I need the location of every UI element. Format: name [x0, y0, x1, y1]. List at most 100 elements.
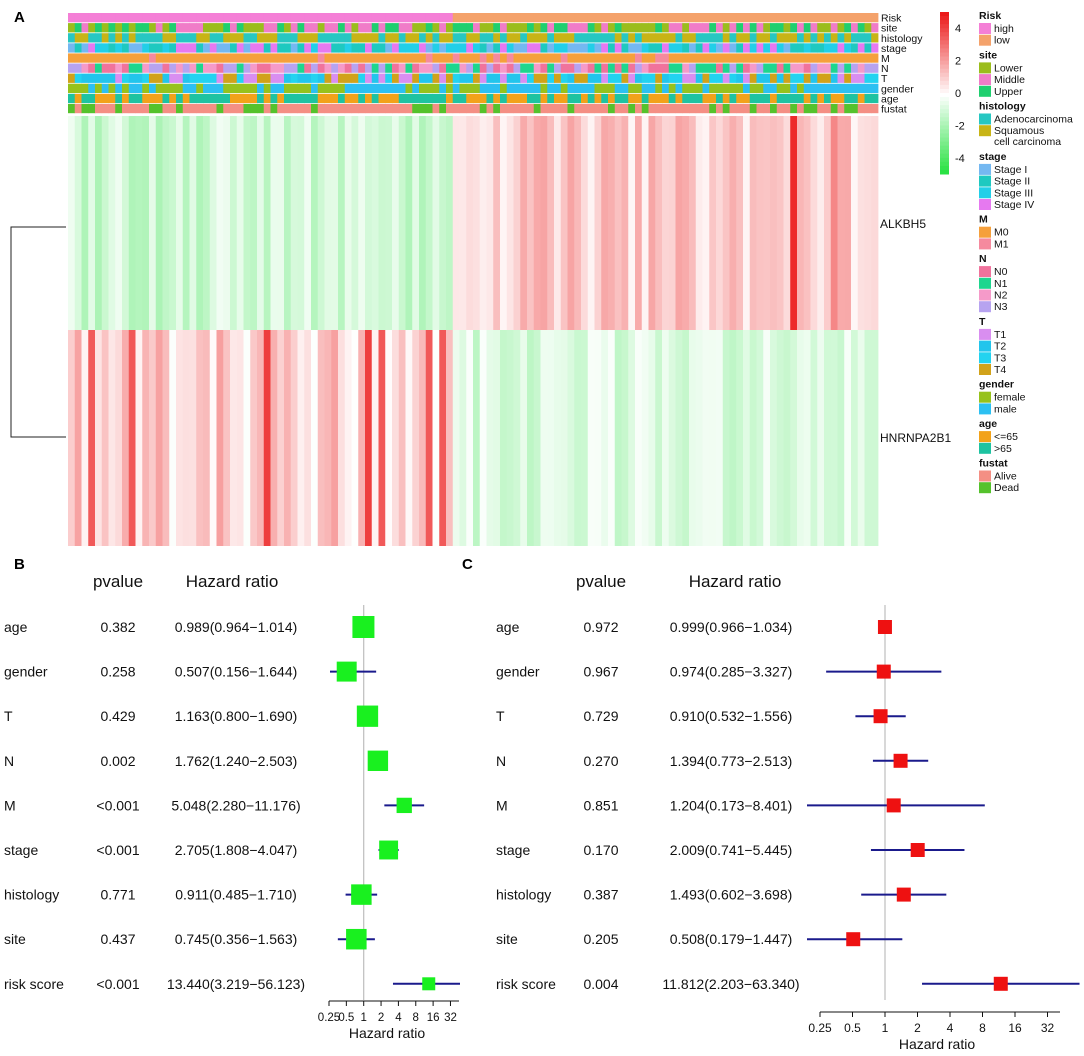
panel-a-label: A: [14, 9, 25, 26]
annotation-cell: [547, 93, 555, 104]
heatmap-cell: [824, 116, 832, 330]
annotation-cell: [864, 53, 872, 63]
annotation-cell: [81, 33, 89, 43]
annotation-cell: [459, 13, 467, 23]
annotation-cell: [338, 53, 346, 63]
annotation-cell: [830, 103, 838, 114]
heatmap-cell: [689, 330, 697, 546]
annotation-cell: [473, 13, 481, 23]
annotation-cell: [641, 53, 649, 63]
annotation-cell: [365, 93, 373, 104]
annotation-cell: [473, 33, 481, 43]
heatmap-cell: [655, 116, 663, 330]
annotation-cell: [344, 63, 352, 73]
annotation-cell: [122, 63, 130, 73]
annotation-cell: [142, 33, 150, 43]
annotation-cell: [263, 23, 271, 33]
annotation-cell: [533, 43, 541, 53]
annotation-cell: [709, 13, 717, 23]
annotation-cell: [203, 23, 211, 33]
colorbar-segment: [940, 117, 949, 122]
annotation-cell: [776, 23, 784, 33]
annotation-cell: [122, 93, 130, 104]
annotation-cell: [783, 13, 791, 23]
annotation-cell: [358, 33, 366, 43]
heatmap-cell: [257, 116, 265, 330]
annotation-cell: [756, 93, 764, 104]
annotation-cell: [857, 83, 865, 93]
annotation-cell: [311, 63, 319, 73]
annotation-cell: [324, 103, 332, 114]
annotation-cell: [554, 83, 562, 93]
annotation-cell: [270, 23, 278, 33]
annotation-cell: [68, 83, 76, 93]
annotation-cell: [486, 83, 494, 93]
annotation-cell: [290, 23, 298, 33]
annotation-cell: [635, 13, 643, 23]
annotation-cell: [196, 93, 204, 104]
annotation-cell: [412, 43, 420, 53]
row-hazard-ratio: 0.911(0.485−1.710): [175, 887, 297, 903]
annotation-cell: [574, 43, 582, 53]
row-label: T: [4, 708, 13, 724]
heatmap-cell: [88, 116, 96, 330]
annotation-cell: [311, 43, 319, 53]
annotation-cell: [135, 13, 143, 23]
annotation-cell: [149, 13, 157, 23]
annotation-cell: [223, 43, 231, 53]
legend-entry-label: female: [994, 392, 1026, 404]
annotation-cell: [709, 93, 717, 104]
heatmap-cell: [378, 116, 386, 330]
heatmap-cell: [716, 116, 724, 330]
annotation-cell: [493, 103, 501, 114]
annotation-cell: [358, 13, 366, 23]
annotation-cell: [284, 13, 292, 23]
annotation-cell: [547, 33, 555, 43]
legend-entry-label: Upper: [994, 86, 1023, 98]
heatmap-cell: [776, 330, 784, 546]
annotation-cell: [122, 53, 130, 63]
row-hazard-ratio: 0.745(0.356−1.563): [175, 931, 298, 947]
annotation-cell: [581, 43, 589, 53]
annotation-cell: [668, 13, 676, 23]
colorbar-segment: [940, 121, 949, 126]
row-hazard-ratio: 1.762(1.240−2.503): [175, 753, 298, 769]
heatmap-cell: [284, 116, 292, 330]
heatmap-cell: [209, 330, 217, 546]
heatmap-cell: [830, 330, 838, 546]
legend-entry-label: Alive: [994, 471, 1017, 483]
annotation-cell: [182, 73, 190, 83]
annotation-cell: [668, 83, 676, 93]
annotation-cell: [371, 23, 379, 33]
annotation-cell: [776, 73, 784, 83]
annotation-cell: [567, 33, 575, 43]
heatmap-cell: [209, 116, 217, 330]
annotation-cell: [837, 63, 845, 73]
annotation-cell: [101, 23, 109, 33]
annotation-cell: [837, 33, 845, 43]
annotation-cell: [425, 23, 433, 33]
annotation-cell: [797, 83, 805, 93]
annotation-cell: [790, 33, 798, 43]
annotation-cell: [385, 13, 393, 23]
annotation-cell: [695, 73, 703, 83]
annotation-cell: [135, 103, 143, 114]
annotation-cell: [770, 93, 778, 104]
annotation-cell: [304, 103, 312, 114]
annotation-cell: [398, 23, 406, 33]
annotation-cell: [513, 43, 521, 53]
annotation-cell: [230, 73, 238, 83]
hr-marker: [896, 887, 911, 902]
annotation-cell: [830, 73, 838, 83]
annotation-cell: [533, 53, 541, 63]
annotation-cell: [419, 63, 427, 73]
annotation-cell: [466, 33, 474, 43]
annotation-cell: [601, 83, 609, 93]
annotation-cell: [243, 93, 251, 104]
annotation-cell: [338, 23, 346, 33]
annotation-cell: [648, 93, 656, 104]
annotation-cell: [95, 63, 103, 73]
colorbar-segment: [940, 157, 949, 163]
heatmap-cell: [709, 116, 717, 330]
